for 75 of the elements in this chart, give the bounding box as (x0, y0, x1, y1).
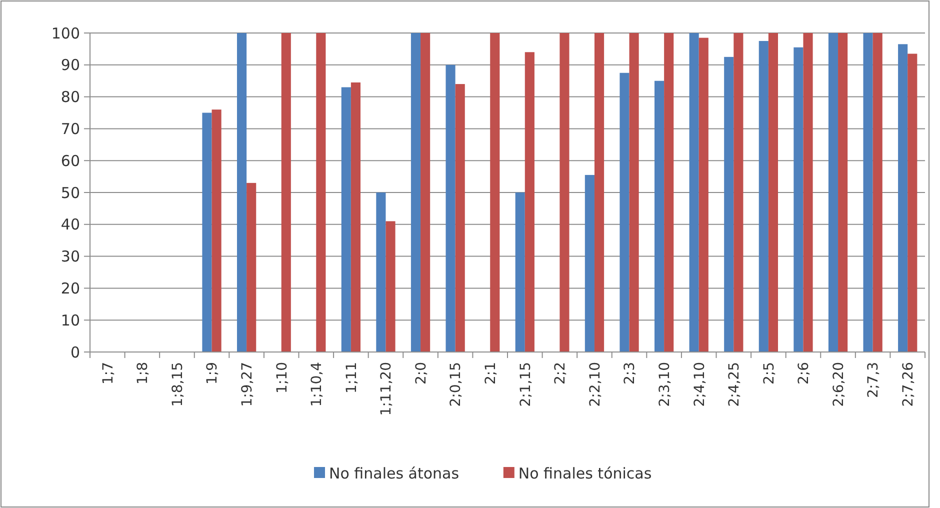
y-tick-label: 90 (60, 56, 80, 74)
bar (281, 33, 291, 352)
x-tick-label: 1;11,20 (378, 362, 395, 416)
x-tick-label: 2;0,15 (448, 362, 464, 407)
bar (768, 33, 778, 352)
bar (246, 182, 256, 352)
y-tick-label: 80 (60, 88, 80, 106)
x-tick-label: 1;8,15 (170, 362, 186, 407)
bar (724, 56, 734, 352)
legend-label: No finales tónicas (518, 464, 652, 482)
bar (376, 192, 386, 352)
y-tick-label: 0 (70, 343, 80, 362)
x-tick-label: 1;9 (204, 362, 221, 385)
x-tick-label: 2;5 (761, 362, 778, 385)
bar (455, 84, 465, 352)
bar (386, 221, 396, 352)
bar (828, 33, 838, 352)
bar (908, 54, 918, 352)
bar (316, 33, 326, 352)
x-tick-label: 1;11 (344, 362, 360, 394)
x-tick-label: 2;7,3 (866, 362, 882, 398)
bar (490, 33, 500, 352)
y-tick-label: 50 (60, 184, 80, 202)
x-tick-label: 2;4,10 (692, 362, 708, 407)
bar (698, 38, 708, 352)
x-tick-label: 2;1,15 (518, 362, 534, 407)
bar (898, 44, 908, 352)
x-tick-label: 2;2 (552, 362, 569, 385)
x-tick-label: 2;1 (483, 362, 500, 385)
bar (350, 82, 361, 352)
legend-label: No finales átonas (329, 464, 460, 482)
x-tick-label: 2;6,20 (830, 362, 847, 407)
x-tick-label: 1;10 (274, 362, 290, 394)
bar (560, 33, 570, 352)
y-tick-label: 30 (60, 248, 80, 266)
x-tick-label: 2;3,10 (656, 362, 673, 407)
bar (664, 33, 674, 352)
bar (838, 33, 848, 352)
bar (524, 52, 534, 352)
x-tick-label: 2;0 (413, 362, 430, 385)
bar (758, 40, 768, 352)
x-tick-label: 1;8 (135, 362, 152, 385)
bar (803, 33, 813, 352)
y-tick-label: 10 (60, 311, 80, 330)
y-tick-label: 70 (60, 120, 80, 138)
bar (202, 112, 212, 352)
bar (236, 33, 247, 352)
x-tick-label: 2;4,25 (726, 362, 743, 407)
y-tick-label: 40 (60, 216, 80, 234)
x-tick-label: 1;9,27 (239, 362, 256, 407)
y-tick-label: 20 (60, 279, 80, 298)
bar (794, 47, 804, 352)
x-tick-label: 1;7 (100, 362, 116, 385)
bar (629, 33, 639, 352)
bar (620, 72, 630, 352)
bar (689, 33, 699, 352)
bar (420, 33, 430, 352)
y-tick-label: 60 (60, 152, 80, 170)
bar (410, 33, 421, 352)
bar (212, 110, 222, 352)
bar (863, 33, 873, 352)
bar (446, 64, 456, 352)
x-tick-label: 2;3 (622, 362, 638, 385)
x-tick-label: 2;6 (796, 362, 812, 385)
x-tick-label: 2;2,10 (587, 362, 604, 407)
bar (515, 192, 525, 352)
x-tick-label: 2;7,26 (900, 362, 917, 407)
x-tick-label: 1;10,4 (309, 362, 326, 407)
y-tick-label: 100 (51, 24, 80, 42)
bar (594, 33, 604, 352)
bar (734, 33, 744, 352)
bar (872, 33, 882, 352)
bar (584, 174, 594, 352)
bar (341, 87, 351, 352)
bar (654, 80, 664, 352)
